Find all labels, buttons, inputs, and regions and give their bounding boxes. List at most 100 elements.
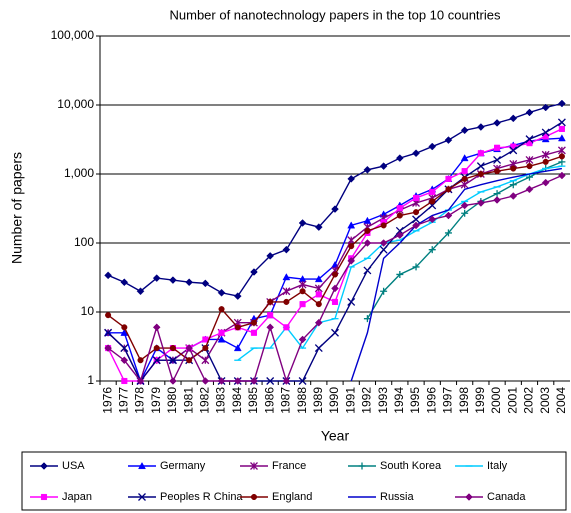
marker: [379, 239, 388, 247]
x-tick-label: 1993: [376, 387, 390, 414]
legend-label: Japan: [62, 491, 92, 503]
marker: [120, 356, 129, 365]
marker: [40, 462, 48, 470]
marker: [460, 154, 469, 162]
marker: [347, 175, 356, 183]
marker: [477, 199, 485, 207]
y-tick-label: 10: [81, 304, 95, 318]
marker: [169, 276, 177, 284]
series-line: [107, 121, 563, 383]
marker: [347, 221, 356, 229]
series-line: [107, 128, 563, 382]
marker: [331, 284, 339, 293]
legend-label: South Korea: [380, 460, 442, 472]
marker: [396, 205, 403, 212]
marker: [461, 168, 468, 175]
marker: [428, 215, 437, 224]
marker: [282, 273, 291, 281]
legend-box: [21, 451, 567, 511]
marker: [541, 150, 550, 159]
marker: [104, 271, 112, 280]
marker: [282, 245, 291, 254]
marker: [314, 275, 323, 283]
marker: [396, 270, 404, 278]
x-tick-label: 1994: [392, 387, 406, 414]
marker: [412, 215, 420, 224]
marker: [358, 462, 366, 470]
marker: [395, 231, 404, 239]
y-tick-label: 100,000: [51, 28, 95, 42]
marker: [493, 119, 501, 127]
marker: [525, 135, 534, 144]
marker: [250, 268, 258, 276]
marker: [525, 173, 533, 181]
series-line: [350, 167, 563, 382]
marker: [494, 144, 501, 151]
marker: [201, 377, 210, 385]
marker: [185, 344, 193, 352]
marker: [250, 319, 258, 326]
x-tick-label: 1980: [165, 387, 179, 414]
marker: [412, 221, 420, 230]
marker: [363, 266, 372, 275]
legend-label: USA: [62, 460, 85, 472]
marker: [444, 229, 452, 237]
marker: [477, 171, 484, 177]
marker: [493, 190, 501, 198]
marker: [201, 356, 210, 365]
marker: [542, 158, 549, 165]
x-tick-label: 2004: [554, 387, 568, 414]
marker: [444, 211, 453, 220]
marker: [331, 328, 339, 337]
marker: [250, 462, 258, 470]
marker: [476, 162, 485, 171]
marker: [283, 324, 290, 331]
marker: [331, 271, 339, 278]
marker: [168, 356, 177, 365]
marker: [282, 377, 291, 385]
x-tick-label: 1989: [311, 387, 325, 414]
marker: [136, 287, 145, 296]
marker: [314, 223, 323, 231]
marker: [185, 278, 193, 287]
marker: [233, 344, 242, 352]
x-tick-label: 1983: [214, 387, 228, 414]
marker: [202, 336, 209, 343]
marker: [460, 201, 469, 210]
x-tick-label: 1985: [246, 387, 260, 414]
marker: [121, 377, 128, 385]
marker: [250, 329, 258, 336]
marker: [526, 163, 533, 170]
legend-label: England: [272, 491, 312, 503]
x-tick-label: 2000: [489, 387, 503, 414]
marker: [266, 323, 275, 332]
marker: [40, 493, 48, 501]
x-tick-label: 1999: [473, 387, 487, 414]
x-tick-label: 1988: [295, 387, 309, 414]
legend-label: Italy: [487, 460, 508, 472]
marker: [298, 377, 307, 385]
marker: [465, 493, 473, 501]
marker: [152, 274, 161, 282]
marker: [460, 126, 469, 135]
marker: [331, 205, 339, 213]
marker: [120, 278, 129, 287]
marker: [186, 357, 193, 364]
marker: [509, 146, 518, 155]
legend-label: Russia: [380, 491, 415, 503]
marker: [509, 192, 518, 200]
marker: [396, 212, 403, 219]
marker: [314, 318, 323, 327]
marker: [509, 114, 518, 123]
x-tick-label: 1977: [116, 387, 130, 414]
marker: [233, 292, 242, 300]
marker: [233, 377, 242, 385]
marker: [331, 298, 339, 305]
marker: [557, 146, 566, 155]
marker: [541, 103, 550, 112]
marker: [444, 136, 453, 144]
marker: [202, 345, 209, 352]
marker: [379, 245, 388, 254]
marker: [477, 123, 485, 131]
